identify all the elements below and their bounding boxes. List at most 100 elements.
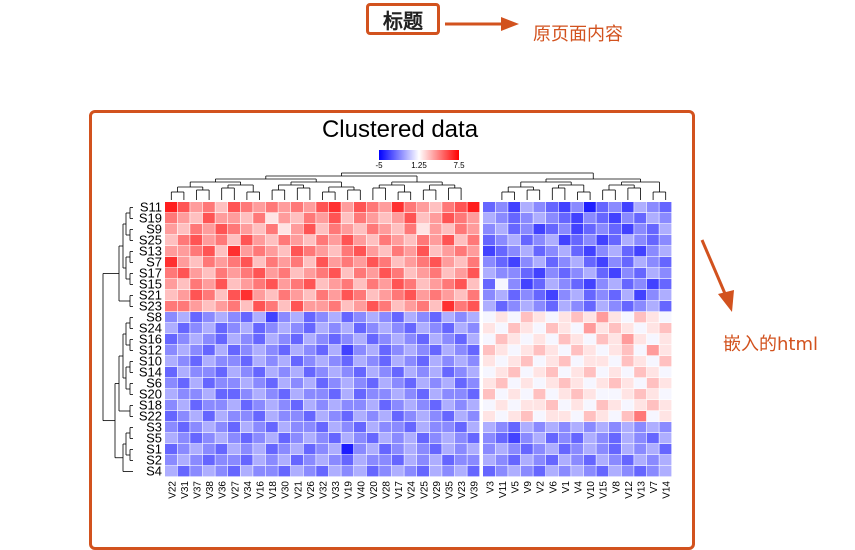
- heatmap-cell: [316, 422, 329, 433]
- row-label: S21: [139, 288, 162, 303]
- heatmap-cell: [278, 400, 291, 411]
- heatmap-cell: [253, 455, 266, 466]
- heatmap-cell: [202, 411, 215, 422]
- heatmap-cell: [303, 334, 316, 345]
- heatmap-cell: [609, 356, 621, 367]
- heatmap-cell: [291, 367, 303, 378]
- heatmap-cell: [366, 235, 379, 246]
- heatmap-cell: [228, 378, 240, 389]
- heatmap-cell: [417, 433, 429, 444]
- heatmap-cell: [391, 257, 404, 268]
- heatmap-cell: [609, 400, 621, 411]
- heatmap-cell: [303, 389, 316, 400]
- heatmap-cell: [454, 312, 467, 323]
- heatmap-cell: [190, 422, 203, 433]
- heatmap-cell: [467, 290, 480, 301]
- heatmap-cell: [417, 257, 429, 268]
- heatmap-cell: [215, 389, 228, 400]
- heatmap-cell: [571, 334, 584, 345]
- embedded-html-frame: [89, 110, 695, 550]
- heatmap-cell: [177, 356, 190, 367]
- heatmap-cell: [177, 367, 190, 378]
- heatmap-cell: [583, 433, 596, 444]
- heatmap-cell: [659, 312, 672, 323]
- heatmap-cell: [571, 202, 584, 213]
- heatmap-cell: [228, 257, 240, 268]
- heatmap-cell: [634, 268, 647, 279]
- heatmap-cell: [391, 235, 404, 246]
- heatmap-cell: [354, 345, 366, 356]
- heatmap-cell: [546, 202, 558, 213]
- heatmap-cell: [454, 202, 467, 213]
- heatmap-cell: [659, 422, 672, 433]
- heatmap-cell: [379, 312, 392, 323]
- heatmap-cell: [278, 301, 291, 312]
- heatmap-cell: [558, 235, 571, 246]
- heatmap-cell: [215, 301, 228, 312]
- heatmap-cell: [596, 400, 609, 411]
- heatmap-cell: [265, 455, 278, 466]
- heatmap-cell: [495, 400, 508, 411]
- heatmap-cell: [659, 334, 672, 345]
- heatmap-cell: [508, 235, 521, 246]
- heatmap-cell: [228, 323, 240, 334]
- heatmap-cell: [533, 466, 546, 477]
- heatmap-cell: [177, 378, 190, 389]
- heatmap-cell: [646, 400, 659, 411]
- heatmap-cell: [546, 345, 558, 356]
- heatmap-cell: [417, 213, 429, 224]
- heatmap-cell: [366, 356, 379, 367]
- heatmap-cell: [404, 455, 417, 466]
- heatmap-cell: [429, 345, 442, 356]
- heatmap-cell: [495, 301, 508, 312]
- heatmap-cell: [190, 246, 203, 257]
- heatmap-cell: [483, 334, 495, 345]
- heatmap-cell: [495, 433, 508, 444]
- heatmap-cell: [646, 422, 659, 433]
- heatmap-cell: [495, 345, 508, 356]
- heatmap-cell: [621, 301, 634, 312]
- heatmap-cell: [303, 400, 316, 411]
- color-legend: -5 1.25 7.5: [375, 150, 465, 170]
- heatmap-cell: [228, 334, 240, 345]
- heatmap-cell: [265, 422, 278, 433]
- heatmap-cell: [215, 290, 228, 301]
- heatmap-cell: [558, 202, 571, 213]
- heatmap-cell: [328, 213, 341, 224]
- heatmap-cell: [265, 433, 278, 444]
- row-label: S1: [146, 442, 162, 457]
- heatmap-cell: [609, 279, 621, 290]
- heatmap-cell: [520, 433, 533, 444]
- heatmap-cell: [571, 378, 584, 389]
- heatmap-cell: [278, 224, 291, 235]
- heatmap-cell: [190, 400, 203, 411]
- heatmap-cell: [278, 334, 291, 345]
- heatmap-cell: [165, 334, 177, 345]
- row-label: S16: [139, 332, 162, 347]
- heatmap-cell: [546, 389, 558, 400]
- heatmap-cell: [609, 246, 621, 257]
- heatmap-cell: [508, 422, 521, 433]
- heatmap-cell: [621, 400, 634, 411]
- heatmap-cell: [366, 400, 379, 411]
- heatmap-cell: [467, 202, 480, 213]
- heatmap-cell: [520, 378, 533, 389]
- heatmap-cell: [467, 400, 480, 411]
- heatmap-cell: [404, 345, 417, 356]
- heatmap-cell: [354, 268, 366, 279]
- heatmap-cell: [265, 235, 278, 246]
- heatmap-cell: [483, 246, 495, 257]
- heatmap-cell: [328, 345, 341, 356]
- heatmap-cell: [253, 290, 266, 301]
- heatmap-cell: [558, 224, 571, 235]
- heatmap-cell: [483, 312, 495, 323]
- heatmap-cell: [240, 389, 253, 400]
- row-label: S14: [139, 365, 162, 380]
- heatmap-cell: [454, 257, 467, 268]
- heatmap-cell: [467, 312, 480, 323]
- heatmap-cell: [215, 224, 228, 235]
- heatmap-cell: [546, 433, 558, 444]
- column-label: V9: [523, 481, 534, 494]
- heatmap-cell: [404, 389, 417, 400]
- heatmap-cell: [454, 301, 467, 312]
